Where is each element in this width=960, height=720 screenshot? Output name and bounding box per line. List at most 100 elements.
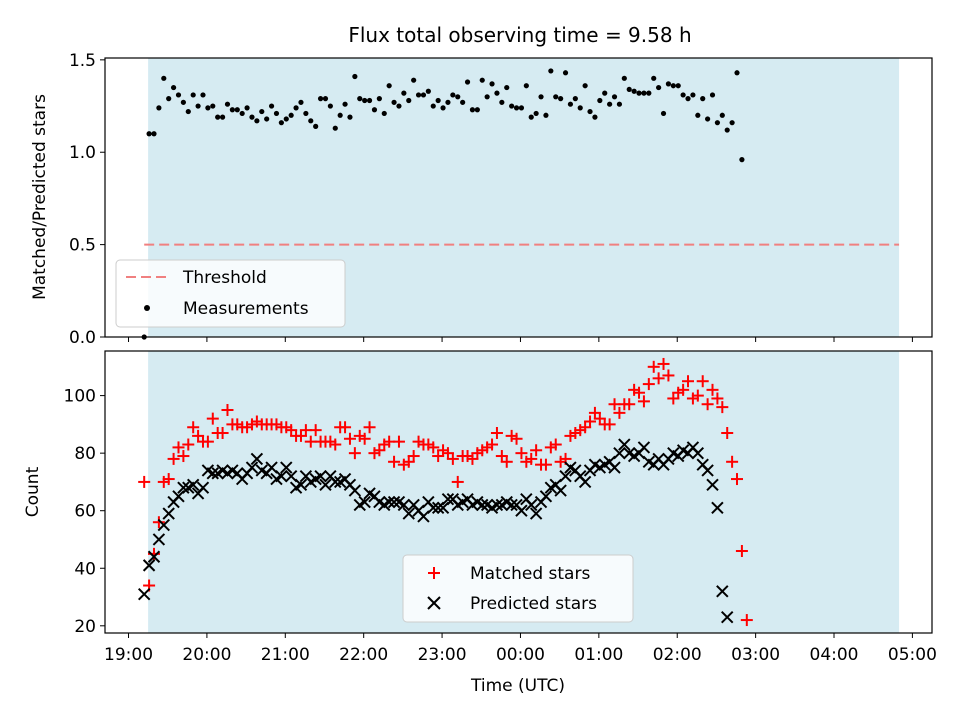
measurement-point — [357, 96, 363, 102]
measurement-point — [592, 114, 598, 120]
measurement-point — [464, 79, 471, 85]
measurement-point — [170, 84, 177, 91]
measurement-point — [396, 103, 402, 109]
measurement-point — [558, 96, 564, 102]
x-tick-label: 01:00 — [574, 645, 623, 665]
y-tick-label: 20 — [74, 617, 96, 637]
measurement-point — [401, 90, 407, 96]
measurement-point — [636, 90, 642, 96]
matched-star-point — [490, 427, 503, 440]
measurement-point — [499, 99, 505, 105]
measurement-point — [460, 99, 466, 105]
measurement-point — [548, 68, 554, 74]
matched-star-point — [392, 435, 405, 448]
predicted-star-point — [397, 498, 411, 512]
predicted-star-point — [387, 495, 401, 509]
measurement-point — [543, 112, 549, 118]
predicted-star-point — [691, 446, 705, 460]
matched-star-point — [167, 452, 180, 465]
x-tick-label: 23:00 — [418, 645, 467, 665]
measurement-point — [264, 116, 270, 122]
measurement-point — [415, 92, 422, 98]
measurement-point — [670, 83, 676, 89]
matched-star-point — [549, 438, 562, 451]
bottom-x-axis-ticks: 19:00 20:00 21:00 22:00 23:00 00:00 01:00 02:00… — [104, 633, 937, 665]
measurement-point — [484, 94, 490, 100]
matched-star-point — [716, 401, 729, 414]
y-tick-label: 1.5 — [69, 51, 96, 71]
measurement-point — [474, 107, 480, 113]
predicted-star-point — [539, 490, 553, 503]
predicted-star-point — [505, 498, 518, 512]
predicted-star-point — [716, 585, 729, 598]
x-tick-label: 20:00 — [182, 645, 231, 665]
predicted-star-point — [711, 501, 724, 515]
measurement-point — [479, 77, 485, 83]
measurement-point — [469, 107, 476, 113]
matched-star-point — [201, 435, 214, 448]
measurement-point — [562, 70, 569, 76]
measurement-point — [322, 96, 329, 102]
top-x-axis-ticks — [128, 337, 913, 342]
matched-star-point — [363, 421, 376, 434]
bottom-plot-frame — [104, 350, 933, 634]
measurement-point — [435, 97, 441, 104]
predicted-star-point — [476, 498, 489, 512]
matched-star-point — [706, 383, 719, 396]
y-tick-label: 40 — [74, 559, 96, 579]
measurement-point — [680, 92, 686, 98]
matched-star-point — [510, 432, 523, 445]
matched-star-point — [662, 369, 675, 382]
measurement-point — [528, 114, 534, 120]
measurement-point — [239, 110, 245, 117]
measurement-point — [362, 97, 368, 104]
measurement-point — [553, 94, 559, 100]
measurement-point — [229, 107, 235, 113]
matched-star-point — [216, 427, 229, 440]
measurement-point — [381, 110, 387, 117]
measurement-point — [313, 123, 319, 129]
measurement-point — [739, 157, 745, 163]
measurement-point — [714, 120, 721, 126]
measurement-point — [244, 105, 250, 111]
measurement-point — [342, 101, 348, 107]
measurement-point — [161, 75, 167, 81]
matched-star-point — [162, 473, 175, 486]
predicted-star-point — [701, 464, 714, 477]
matched-star-point — [348, 447, 361, 460]
measurements-series — [141, 68, 745, 340]
matched-star-point — [152, 516, 165, 529]
measurement-point — [641, 90, 647, 96]
measurement-point — [175, 92, 182, 98]
y-tick-label: 60 — [74, 502, 96, 522]
predicted-star-point — [721, 610, 734, 624]
measurement-point — [656, 84, 662, 91]
matched-star-point — [451, 475, 464, 488]
measurement-point — [337, 112, 343, 118]
predicted-star-point — [436, 501, 450, 515]
measurement-point — [597, 97, 603, 104]
measurement-point — [455, 94, 461, 100]
measurement-point — [518, 105, 525, 111]
measurement-point — [675, 83, 681, 89]
predicted-star-point — [329, 475, 342, 489]
matched-star-point — [525, 452, 538, 465]
measurement-point — [425, 88, 431, 94]
predicted-star-point — [265, 461, 278, 474]
matched-star-point — [358, 432, 371, 445]
measurement-point — [332, 125, 338, 131]
matched-star-point — [427, 441, 440, 454]
measurement-point — [513, 105, 520, 111]
matched-star-point — [682, 375, 695, 388]
matched-star-point — [486, 438, 499, 451]
predicted-star-point — [186, 478, 200, 492]
predicted-star-point — [515, 504, 528, 517]
matched-star-point — [138, 475, 151, 488]
measurement-point — [283, 116, 289, 122]
measurement-point — [523, 83, 529, 89]
y-tick-label: 0.0 — [69, 328, 96, 348]
predicted-star-point — [280, 461, 293, 474]
predicted-star-point — [275, 469, 288, 483]
x-tick-label: 03:00 — [731, 645, 780, 665]
measurement-point — [690, 92, 696, 98]
